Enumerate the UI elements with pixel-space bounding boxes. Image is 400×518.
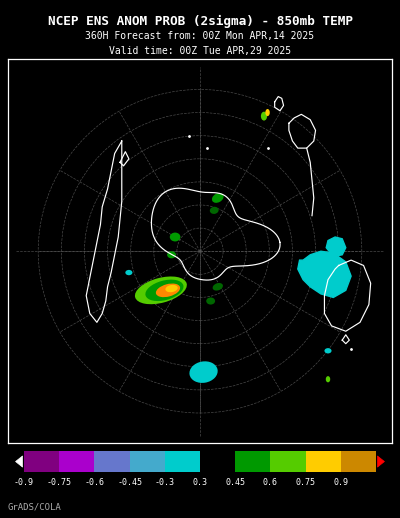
Ellipse shape bbox=[326, 376, 330, 382]
Text: 0.6: 0.6 bbox=[263, 478, 278, 486]
Bar bbox=[341, 451, 376, 472]
Ellipse shape bbox=[212, 193, 224, 203]
Text: 0.9: 0.9 bbox=[333, 478, 348, 486]
Text: -0.6: -0.6 bbox=[84, 478, 104, 486]
Bar bbox=[94, 451, 130, 472]
Text: -0.45: -0.45 bbox=[117, 478, 142, 486]
Ellipse shape bbox=[135, 277, 187, 304]
Text: 360H Forecast from: 00Z Mon APR,14 2025: 360H Forecast from: 00Z Mon APR,14 2025 bbox=[86, 31, 314, 41]
Ellipse shape bbox=[145, 280, 184, 301]
Text: Valid time: 00Z Tue APR,29 2025: Valid time: 00Z Tue APR,29 2025 bbox=[109, 46, 291, 55]
Ellipse shape bbox=[190, 362, 218, 383]
Bar bbox=[24, 451, 59, 472]
Text: -0.3: -0.3 bbox=[155, 478, 175, 486]
Ellipse shape bbox=[170, 233, 180, 241]
Text: 0.3: 0.3 bbox=[192, 478, 208, 486]
Bar bbox=[59, 451, 94, 472]
Bar bbox=[306, 451, 341, 472]
Text: -0.75: -0.75 bbox=[47, 478, 72, 486]
Ellipse shape bbox=[206, 297, 215, 305]
Ellipse shape bbox=[156, 283, 180, 297]
Ellipse shape bbox=[265, 109, 270, 116]
Text: -0.9: -0.9 bbox=[14, 478, 34, 486]
Bar bbox=[235, 451, 270, 472]
Ellipse shape bbox=[165, 285, 178, 292]
Ellipse shape bbox=[210, 207, 219, 214]
Text: NCEP ENS ANOM PROB (2sigma) - 850mb TEMP: NCEP ENS ANOM PROB (2sigma) - 850mb TEMP bbox=[48, 15, 352, 27]
Ellipse shape bbox=[324, 348, 332, 353]
Polygon shape bbox=[298, 251, 351, 297]
Bar bbox=[130, 451, 165, 472]
Ellipse shape bbox=[213, 283, 223, 291]
Bar bbox=[165, 451, 200, 472]
Ellipse shape bbox=[125, 270, 132, 275]
Text: GrADS/COLA: GrADS/COLA bbox=[8, 503, 62, 512]
Bar bbox=[200, 451, 235, 472]
Ellipse shape bbox=[261, 112, 267, 121]
Polygon shape bbox=[326, 237, 346, 256]
Text: 0.45: 0.45 bbox=[225, 478, 245, 486]
Bar bbox=[270, 451, 306, 472]
Text: 0.75: 0.75 bbox=[296, 478, 316, 486]
Ellipse shape bbox=[167, 251, 176, 258]
